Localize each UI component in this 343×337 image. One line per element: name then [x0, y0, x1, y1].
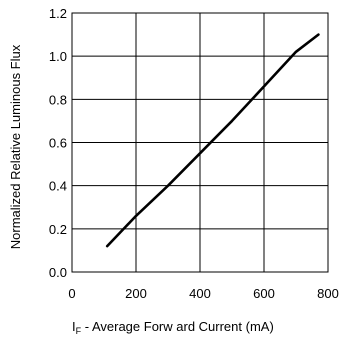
y-tick-label: 0.0: [49, 265, 67, 280]
x-axis-label-subscript: F: [76, 326, 82, 336]
y-axis-label: Normalized Relative Luminous Flux: [8, 44, 23, 249]
plot-frame: [71, 12, 329, 273]
y-tick-label: 0.4: [49, 179, 67, 194]
grid: [71, 12, 329, 273]
plot-border: [71, 12, 329, 273]
x-axis-label: IF - Average Forw ard Current (mA): [72, 319, 274, 336]
x-tick-label: 400: [189, 286, 211, 301]
y-tick-label: 1.2: [49, 6, 67, 21]
x-axis-label-main: I: [72, 319, 76, 334]
x-axis-label-rest: - Average Forw ard Current (mA): [81, 319, 274, 334]
y-tick-label: 0.8: [49, 92, 67, 107]
x-tick-label: 600: [253, 286, 275, 301]
series-line: [105, 33, 320, 248]
x-tick-label: 800: [317, 286, 339, 301]
x-tick-label: 0: [68, 286, 75, 301]
y-tick-labels: 0.0 0.2 0.4 0.6 0.8 1.0 1.2: [49, 6, 67, 280]
y-tick-label: 0.2: [49, 222, 67, 237]
y-tick-label: 1.0: [49, 49, 67, 64]
series-layer: [105, 33, 320, 248]
x-tick-label: 200: [125, 286, 147, 301]
y-tick-label: 0.6: [49, 136, 67, 151]
x-tick-labels: 0 200 400 600 800: [68, 286, 338, 301]
